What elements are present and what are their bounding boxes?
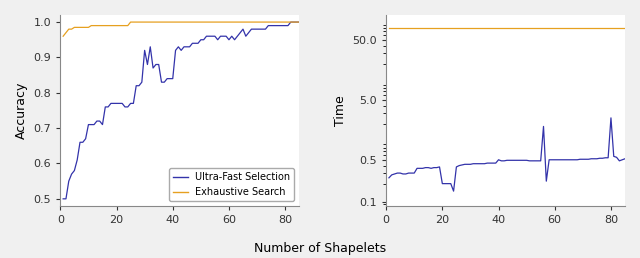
Y-axis label: Accuracy: Accuracy <box>15 82 28 139</box>
Y-axis label: Time: Time <box>334 95 347 126</box>
Legend: Ultra-Fast Selection, Exhaustive Search: Ultra-Fast Selection, Exhaustive Search <box>169 168 294 201</box>
Text: Number of Shapelets: Number of Shapelets <box>254 243 386 255</box>
